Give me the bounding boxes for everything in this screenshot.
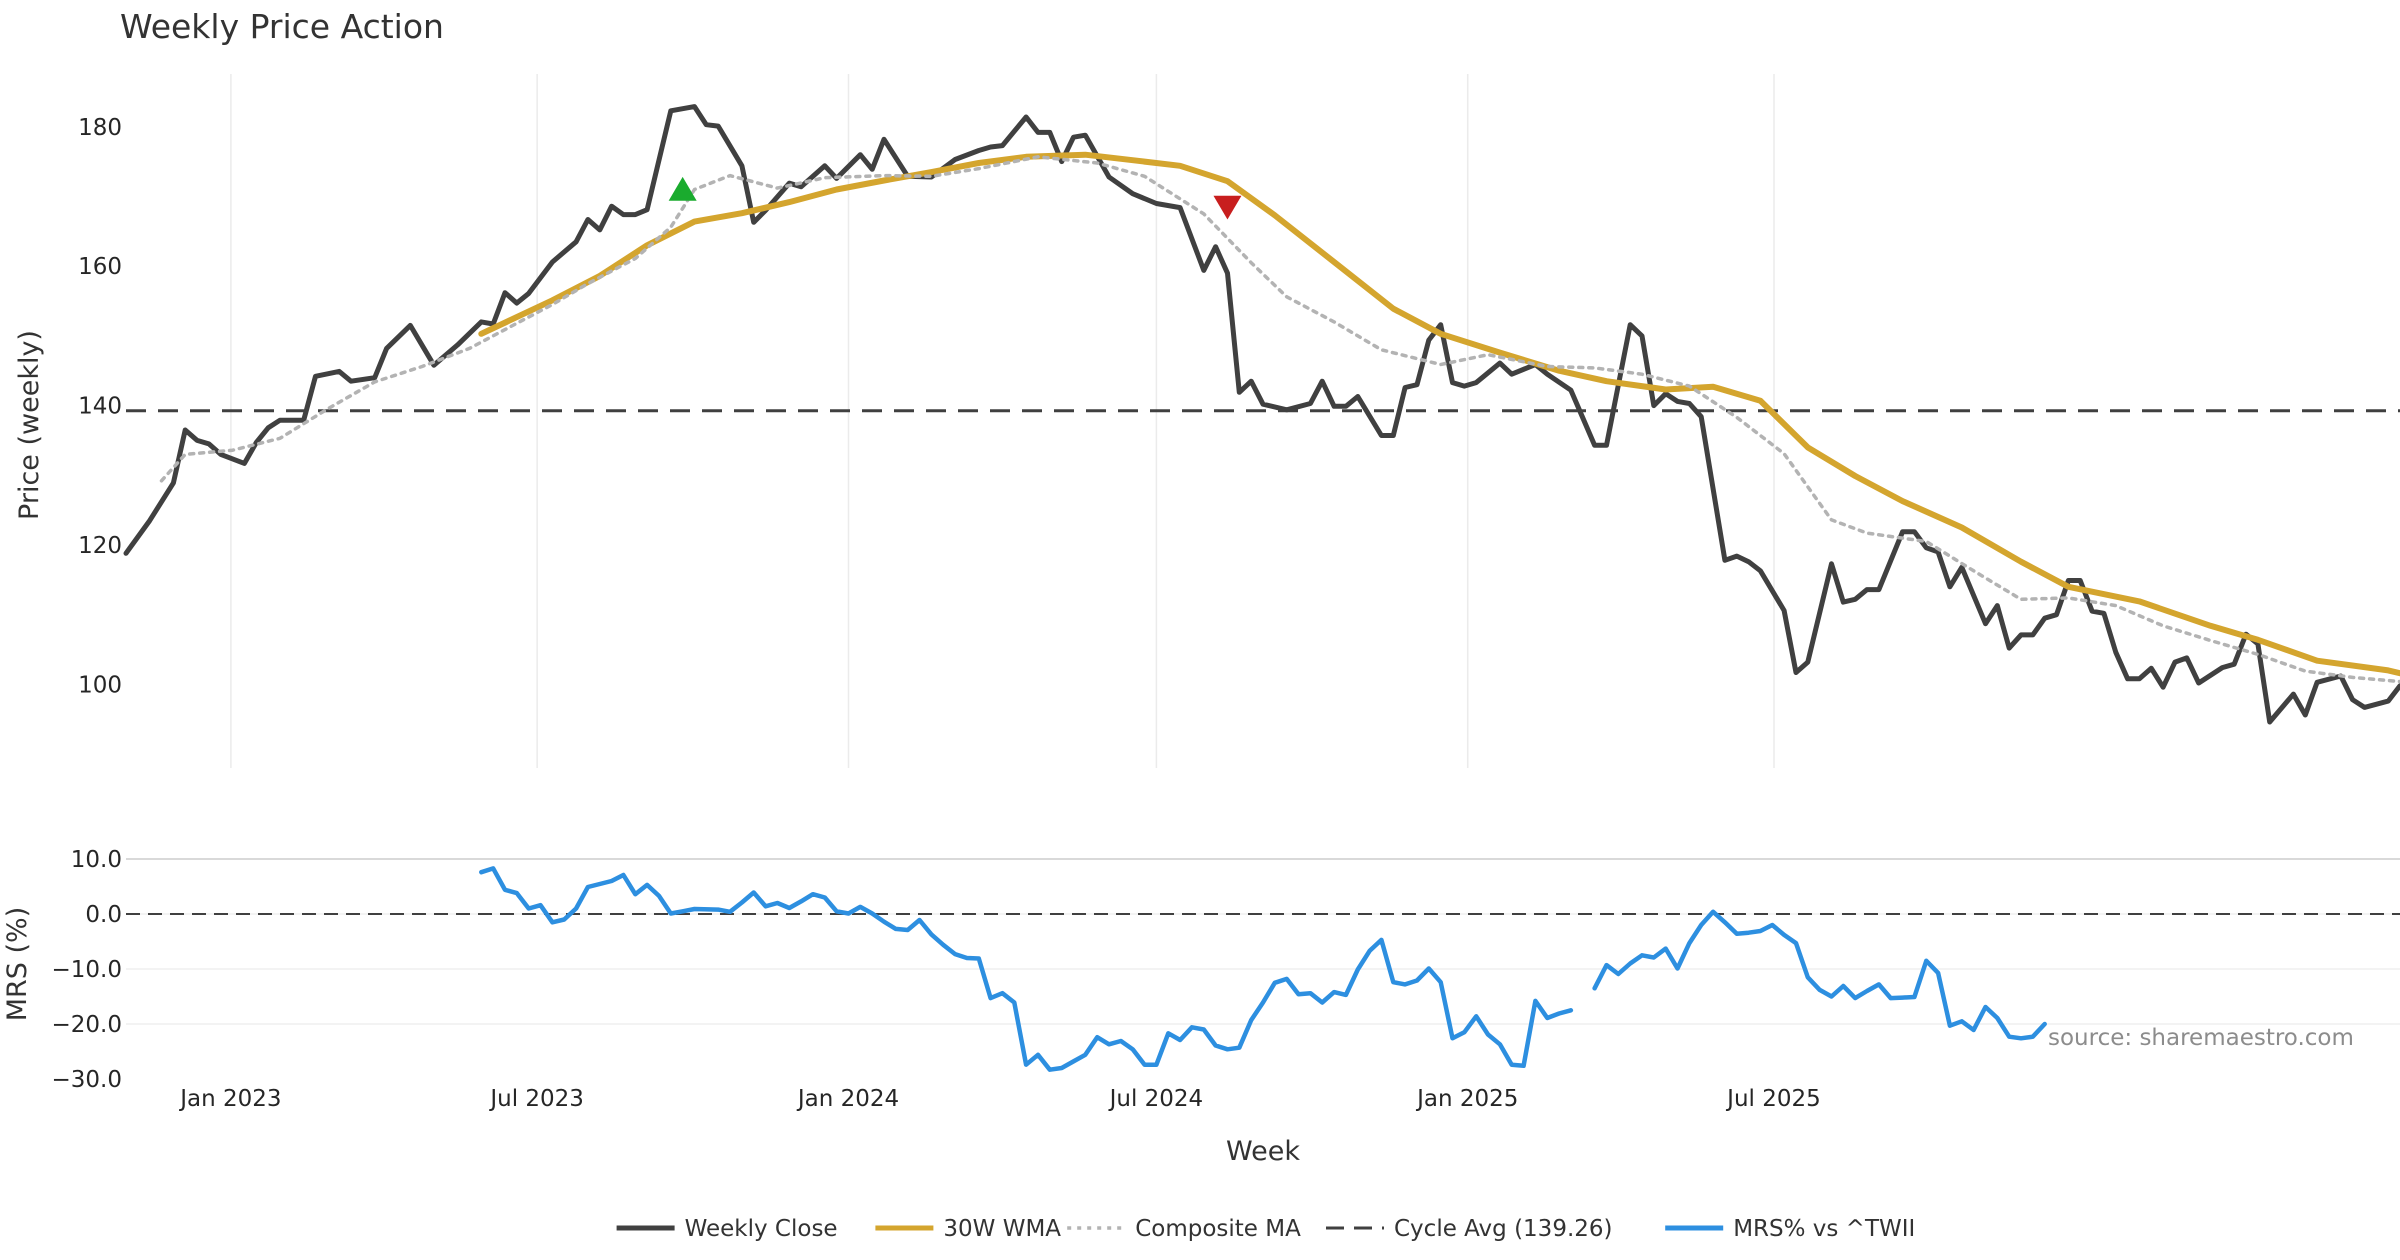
price-y-tick-label: 140	[78, 394, 122, 420]
price-y-tick-label: 160	[78, 254, 122, 280]
price-axis-title: Price (weekly)	[14, 330, 45, 520]
mrs-line-segment	[1592, 909, 2047, 1041]
series-layer	[123, 104, 2400, 1072]
mrs-y-tick-label: −20.0	[52, 1012, 122, 1038]
legend-label: Cycle Avg (139.26)	[1394, 1216, 1613, 1242]
x-tick-label: Jan 2024	[796, 1086, 899, 1112]
x-tick-label: Jul 2025	[1725, 1086, 1821, 1112]
source-note: source: sharemaestro.com	[2048, 1025, 2354, 1051]
reference-lines	[126, 409, 2400, 915]
price-y-tick-label: 120	[78, 533, 122, 559]
mrs-y-tick-label: −30.0	[52, 1067, 122, 1093]
mrs-y-tick-label: 10.0	[71, 847, 122, 873]
buy-signal-marker	[668, 176, 697, 201]
tick-labels: Jan 2023 Jul 2023 Jan 2024 Jul 2024 Jan 2025…	[52, 115, 1821, 1112]
chart-title: Weekly Price Action	[120, 7, 444, 46]
composite-ma-line	[159, 155, 2400, 684]
price-y-tick-label: 180	[78, 115, 122, 141]
x-tick-label: Jan 2025	[1415, 1086, 1518, 1112]
x-tick-label: Jul 2023	[488, 1086, 584, 1112]
signal-markers	[668, 176, 1242, 220]
sell-signal-marker	[1213, 195, 1242, 220]
wma-30w-line	[478, 151, 2400, 677]
x-tick-label: Jul 2024	[1108, 1086, 1204, 1112]
mrs-line-segment	[479, 866, 1574, 1072]
mrs-axis-title: MRS (%)	[2, 907, 33, 1022]
legend-label: Weekly Close	[685, 1216, 838, 1242]
price-y-tick-label: 100	[78, 672, 122, 698]
mrs-y-tick-label: 0.0	[85, 902, 122, 928]
x-tick-label: Jan 2023	[178, 1086, 281, 1112]
legend-label: MRS% vs ^TWII	[1733, 1216, 1915, 1242]
grid-layer	[126, 74, 2400, 1025]
legend-label: 30W WMA	[943, 1216, 1061, 1242]
x-axis-title: Week	[1226, 1136, 1300, 1167]
weekly-close-line	[123, 104, 2400, 725]
legend: Weekly Close 30W WMA Composite MA Cycle Avg…	[616, 1216, 1915, 1242]
legend-label: Composite MA	[1135, 1216, 1301, 1242]
mrs-y-tick-label: −10.0	[52, 957, 122, 983]
